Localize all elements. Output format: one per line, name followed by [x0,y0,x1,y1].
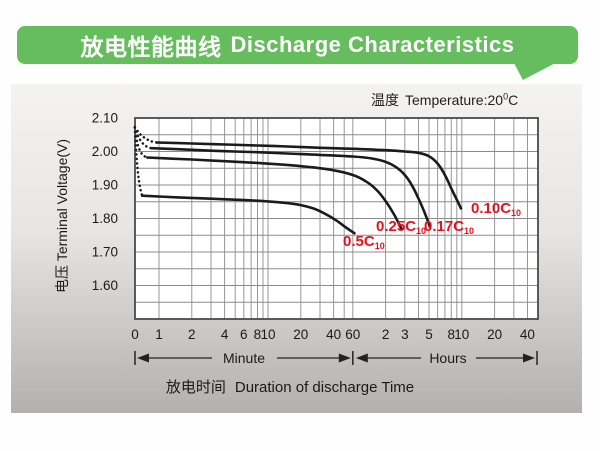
series-label-0.10c10: 0.10C10 [471,200,522,218]
svg-text:10: 10 [454,327,469,342]
svg-text:8: 8 [254,327,262,342]
svg-text:2.00: 2.00 [92,144,118,159]
svg-text:1.70: 1.70 [92,245,118,260]
minute-range-label: Minute [223,350,265,366]
svg-text:6: 6 [240,327,248,342]
series-label-0.5c10: 0.5C10 [343,233,385,251]
svg-text:1.90: 1.90 [92,178,118,193]
page-title-cn: 放电性能曲线 [80,34,222,60]
title-banner: 放电性能曲线 Discharge Characteristics [17,26,578,64]
svg-text:40: 40 [520,327,535,342]
svg-text:60: 60 [345,327,360,342]
svg-text:0: 0 [131,327,139,342]
y-tick-labels: 2.10 2.00 1.90 1.80 1.70 1.60 [92,111,118,294]
svg-text:20: 20 [293,327,308,342]
svg-text:1.60: 1.60 [92,278,118,293]
svg-text:2: 2 [382,327,390,342]
series-label-0.17c10: 0.17C10 [424,218,475,236]
degree-sup: 0 [503,91,509,102]
svg-text:1: 1 [155,327,163,342]
svg-text:10: 10 [260,327,275,342]
range-arrows [134,351,538,365]
svg-text:2.10: 2.10 [92,111,118,126]
temperature-unit: C [508,92,519,108]
svg-text:8: 8 [447,327,455,342]
x-axis-title-en: Duration of discharge Time [235,379,414,396]
curve-layer [133,126,463,235]
temperature-condition: 温度 Temperature:200C [371,90,518,110]
svg-text:20: 20 [487,327,502,342]
svg-text:4: 4 [221,327,229,342]
x-axis-title: 放电时间 Duration of discharge Time [166,379,414,396]
hours-range-label: Hours [429,350,466,366]
temperature-label-cn: 温度 [371,92,399,108]
temperature-label-en: Temperature:20 [405,92,504,108]
x-tick-labels: 0 1 2 4 6 8 10 20 40 60 2 3 5 8 10 20 40 [131,327,535,342]
y-axis-title: 电压 Terminal Voltage(V) [54,139,70,293]
page-title-en: Discharge Characteristics [230,32,515,57]
svg-text:5: 5 [425,327,433,342]
svg-text:2: 2 [188,327,196,342]
svg-text:40: 40 [326,327,341,342]
svg-text:3: 3 [401,327,409,342]
svg-text:1.80: 1.80 [92,211,118,226]
series-label-0.25c10: 0.25C10 [376,218,427,236]
x-axis-title-cn: 放电时间 [166,379,226,396]
